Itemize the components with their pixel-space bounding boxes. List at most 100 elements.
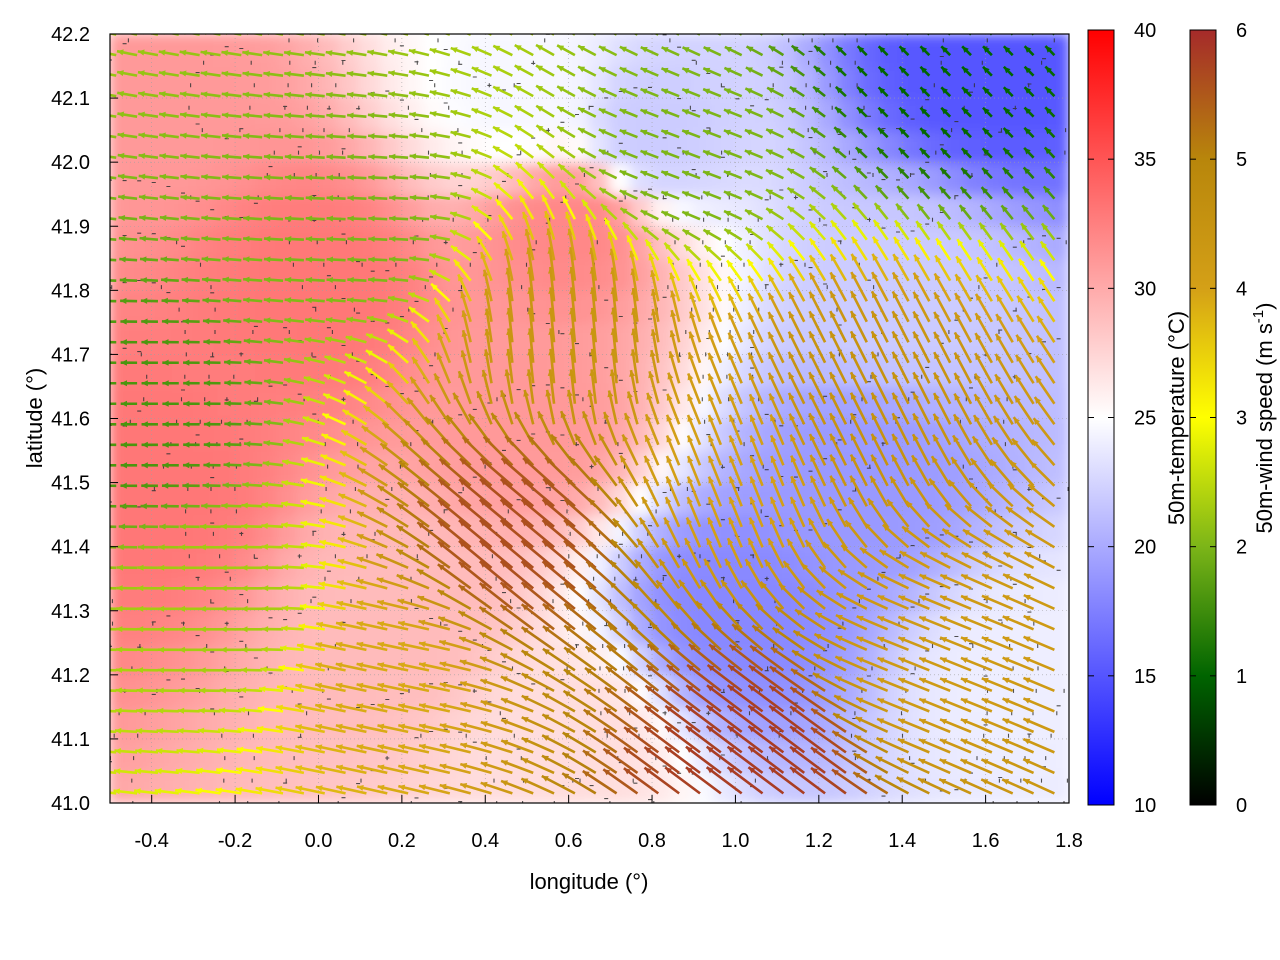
wind-arrow-head [139, 214, 146, 221]
wind-arrow-shaft [571, 34, 576, 36]
wind-arrow-head [563, 711, 571, 718]
heatmap-cell [275, 545, 299, 580]
heatmap-cell [734, 225, 758, 260]
wind-arrow-shaft [499, 604, 534, 631]
wind-arrow-head [389, 174, 396, 181]
wind-arrow-head [491, 413, 498, 421]
wind-arrow [141, 421, 158, 428]
heatmap-cell [484, 417, 508, 452]
wind-arrow [224, 400, 242, 407]
heatmap-cell [171, 257, 195, 292]
wind-arrow [315, 723, 346, 734]
wind-arrow [562, 731, 597, 754]
wind-arrow-head [356, 662, 364, 669]
wind-arrow [388, 153, 409, 160]
wind-arrow-head [356, 578, 364, 585]
wind-arrow-head [521, 479, 529, 486]
heatmap-cell [880, 737, 904, 772]
wind-arrow [203, 400, 221, 407]
wind-arrow-shaft [110, 237, 117, 242]
wind-arrow-head [95, 646, 101, 652]
wind-arrow-head [323, 393, 331, 400]
heatmap-cell [275, 321, 299, 356]
wind-arrow [377, 784, 409, 795]
wind-arrow-head [598, 149, 606, 156]
wind-arrow [500, 759, 534, 775]
heatmap-cell [901, 161, 925, 196]
heatmap-cell [421, 673, 445, 708]
wind-arrow [157, 585, 179, 592]
wind-arrow [216, 747, 242, 754]
wind-arrow-head [400, 440, 408, 448]
wind-arrow-head [275, 765, 283, 772]
wind-arrow [201, 194, 221, 201]
wind-arrow-head [598, 87, 606, 94]
wind-arrow [300, 583, 325, 590]
wind-arrow [603, 217, 618, 241]
wind-arrow-head [241, 564, 248, 571]
wind-arrow-head [243, 256, 250, 263]
wind-arrow [95, 646, 117, 652]
wind-arrow [433, 297, 451, 323]
wind-arrow-head [627, 235, 633, 243]
wind-arrow [585, 602, 618, 631]
wind-arrow-head [418, 480, 425, 487]
wind-arrow-head [439, 639, 447, 646]
wind-arrow-shaft [486, 34, 492, 36]
wind-arrow-head [539, 179, 546, 186]
wind-arrow [263, 50, 284, 57]
wind-arrow-head [460, 701, 468, 708]
heatmap-cell [588, 161, 612, 196]
wind-arrow-head [201, 235, 208, 242]
heatmap-cell [588, 97, 612, 132]
heatmap-cell [110, 417, 132, 452]
wind-arrow-head [356, 621, 364, 628]
heatmap-cell [901, 385, 925, 420]
wind-arrow [343, 389, 368, 405]
wind-arrow-head [521, 717, 529, 723]
wind-arrow-head [446, 415, 454, 423]
heatmap-cell [984, 545, 1008, 580]
wind-arrow-head [521, 540, 529, 548]
wind-arrow [155, 748, 179, 755]
heatmap-cell [150, 34, 174, 68]
wind-arrow-head [629, 370, 636, 377]
heatmap-cell [317, 545, 341, 580]
heatmap-cell [1005, 481, 1029, 516]
wind-arrow [367, 112, 388, 119]
wind-arrow [429, 214, 451, 221]
heatmap-cell [296, 257, 320, 292]
wind-arrow-head [501, 760, 509, 766]
wind-arrow [416, 521, 451, 549]
wind-arrow-head [302, 416, 310, 423]
wind-arrow [222, 194, 242, 201]
heatmap-cell [150, 449, 174, 484]
wind-arrow-head [319, 560, 326, 567]
wind-arrow-shaft [110, 770, 117, 775]
wind-arrow [654, 34, 659, 36]
wind-arrow [255, 745, 284, 754]
wind-arrow [450, 192, 471, 200]
wind-arrow [237, 726, 263, 734]
heatmap-cell [442, 385, 466, 420]
wind-arrow-head [161, 482, 169, 489]
heatmap-cell [713, 321, 737, 356]
wind-arrow [542, 670, 576, 692]
heatmap-cell [296, 513, 320, 548]
wind-arrow [222, 297, 242, 304]
wind-arrow-shaft [395, 524, 430, 549]
wind-arrow-head [500, 582, 508, 589]
wind-arrow-head [243, 297, 250, 304]
heatmap-cell [150, 321, 174, 356]
wind-arrow-shaft [563, 602, 597, 631]
wind-arrow [494, 198, 514, 221]
wind-arrow-head [326, 256, 334, 263]
wind-arrow-head [339, 472, 347, 478]
wind-arrow-head [471, 87, 479, 94]
heatmap-cell [234, 545, 257, 580]
wind-arrow [141, 441, 158, 448]
heatmap-cell [192, 321, 216, 356]
wind-arrow-head [398, 764, 406, 771]
wind-arrow [336, 600, 367, 611]
wind-arrow-shaft [416, 521, 451, 549]
